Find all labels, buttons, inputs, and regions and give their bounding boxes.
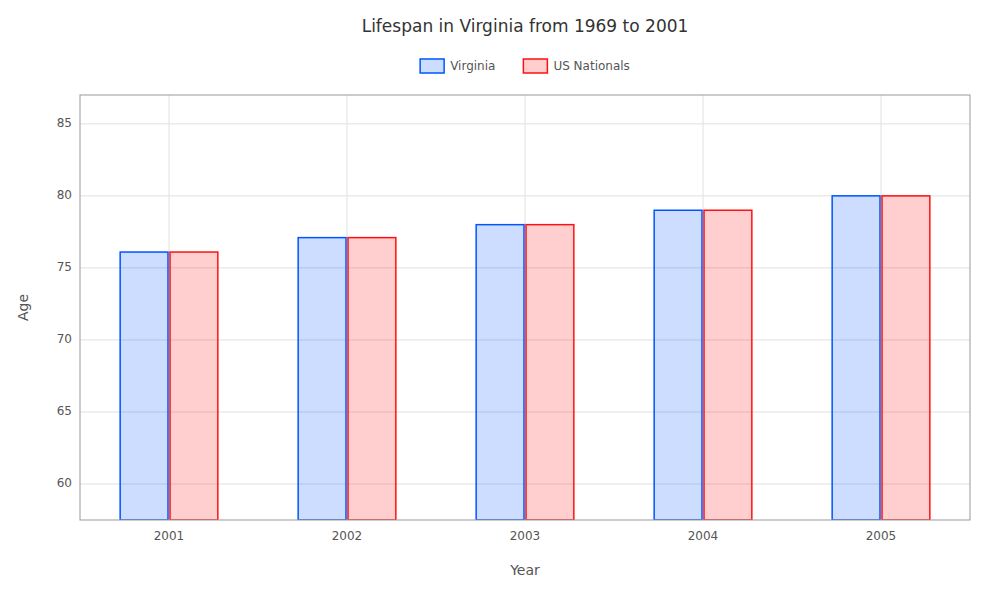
bar (654, 210, 702, 520)
y-tick-label: 60 (57, 476, 72, 490)
x-axis-label: Year (509, 562, 540, 578)
bar (832, 196, 880, 520)
plot-frame (80, 95, 970, 520)
y-tick-label: 75 (57, 260, 72, 274)
title: Lifespan in Virginia from 1969 to 2001 (362, 16, 689, 36)
legend-label: US Nationals (553, 59, 629, 73)
chart-container: 60 65 70 75 80 85 2001 2002 2003 2004 2005 Year Age L… (0, 0, 1000, 600)
x-tick-label: 2005 (866, 529, 897, 543)
x-tick-label: 2004 (688, 529, 719, 543)
y-tick-label: 85 (57, 116, 72, 130)
legend-label: Virginia (450, 59, 495, 73)
bar (704, 210, 752, 520)
bars (120, 196, 930, 520)
bar (348, 238, 396, 520)
legend-item: Virginia (420, 59, 495, 74)
x-tick-label: 2003 (510, 529, 541, 543)
bar (476, 225, 524, 520)
legend-item: US Nationals (523, 59, 629, 74)
y-axis-label: Age (15, 294, 31, 321)
y-tick-label: 65 (57, 404, 72, 418)
y-tick-label: 80 (57, 188, 72, 202)
bar (526, 225, 574, 520)
legend-swatch (523, 59, 547, 73)
legend: Virginia US Nationals (420, 59, 630, 74)
bar (882, 196, 930, 520)
bar (298, 238, 346, 520)
bar (170, 252, 218, 520)
y-tick-label: 70 (57, 332, 72, 346)
grid (80, 95, 970, 520)
x-tick-label: 2002 (332, 529, 363, 543)
legend-swatch (420, 59, 444, 73)
x-tick-label: 2001 (154, 529, 185, 543)
bar (120, 252, 168, 520)
chart: 60 65 70 75 80 85 2001 2002 2003 2004 2005 Year Age L… (0, 0, 1000, 600)
